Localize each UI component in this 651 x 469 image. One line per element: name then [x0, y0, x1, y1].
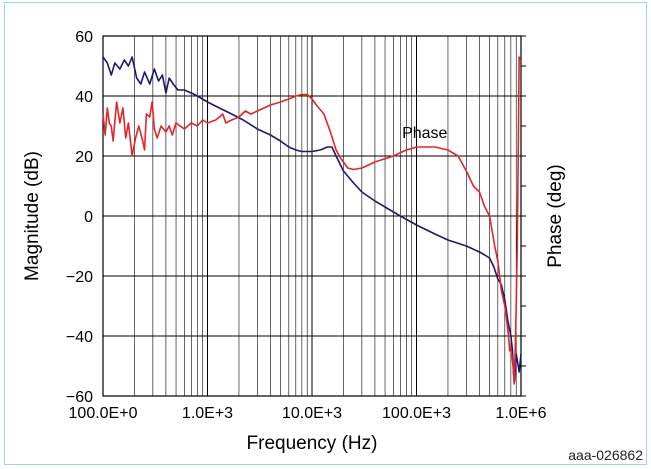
series-annotation: Phase	[402, 125, 447, 142]
y-axis-label-right: Phase (deg)	[545, 164, 566, 268]
x-axis-label: Frequency (Hz)	[247, 433, 378, 454]
chart-frame	[4, 2, 647, 465]
y-tick-label: 40	[75, 89, 93, 106]
series-layer	[102, 56, 522, 385]
y-tick-label: −40	[66, 329, 93, 346]
y-tick-label: 60	[75, 29, 93, 46]
figure-id: aaa-026862	[568, 447, 643, 463]
y-tick-labels: 60 40 20 0 −20 −40 −60	[66, 29, 526, 406]
y-tick-label: 0	[84, 209, 93, 226]
x-tick-label: 10.0E+3	[282, 405, 342, 422]
x-tick-labels: 100.0E+0 1.0E+3 10.0E+3 100.0E+3 1.0E+6	[69, 405, 547, 422]
series-line-phase	[102, 56, 522, 385]
x-tick-label: 1.0E+6	[495, 405, 546, 422]
x-tick-label: 1.0E+3	[182, 405, 233, 422]
y-tick-label: −60	[66, 389, 93, 406]
x-tick-label: 100.0E+0	[69, 405, 138, 422]
y-axis-label-left: Magnitude (dB)	[22, 151, 43, 281]
x-tick-label: 100.0E+3	[382, 405, 451, 422]
annotations: Phase	[402, 125, 447, 142]
y-tick-label: 20	[75, 149, 93, 166]
y-tick-label: −20	[66, 269, 93, 286]
